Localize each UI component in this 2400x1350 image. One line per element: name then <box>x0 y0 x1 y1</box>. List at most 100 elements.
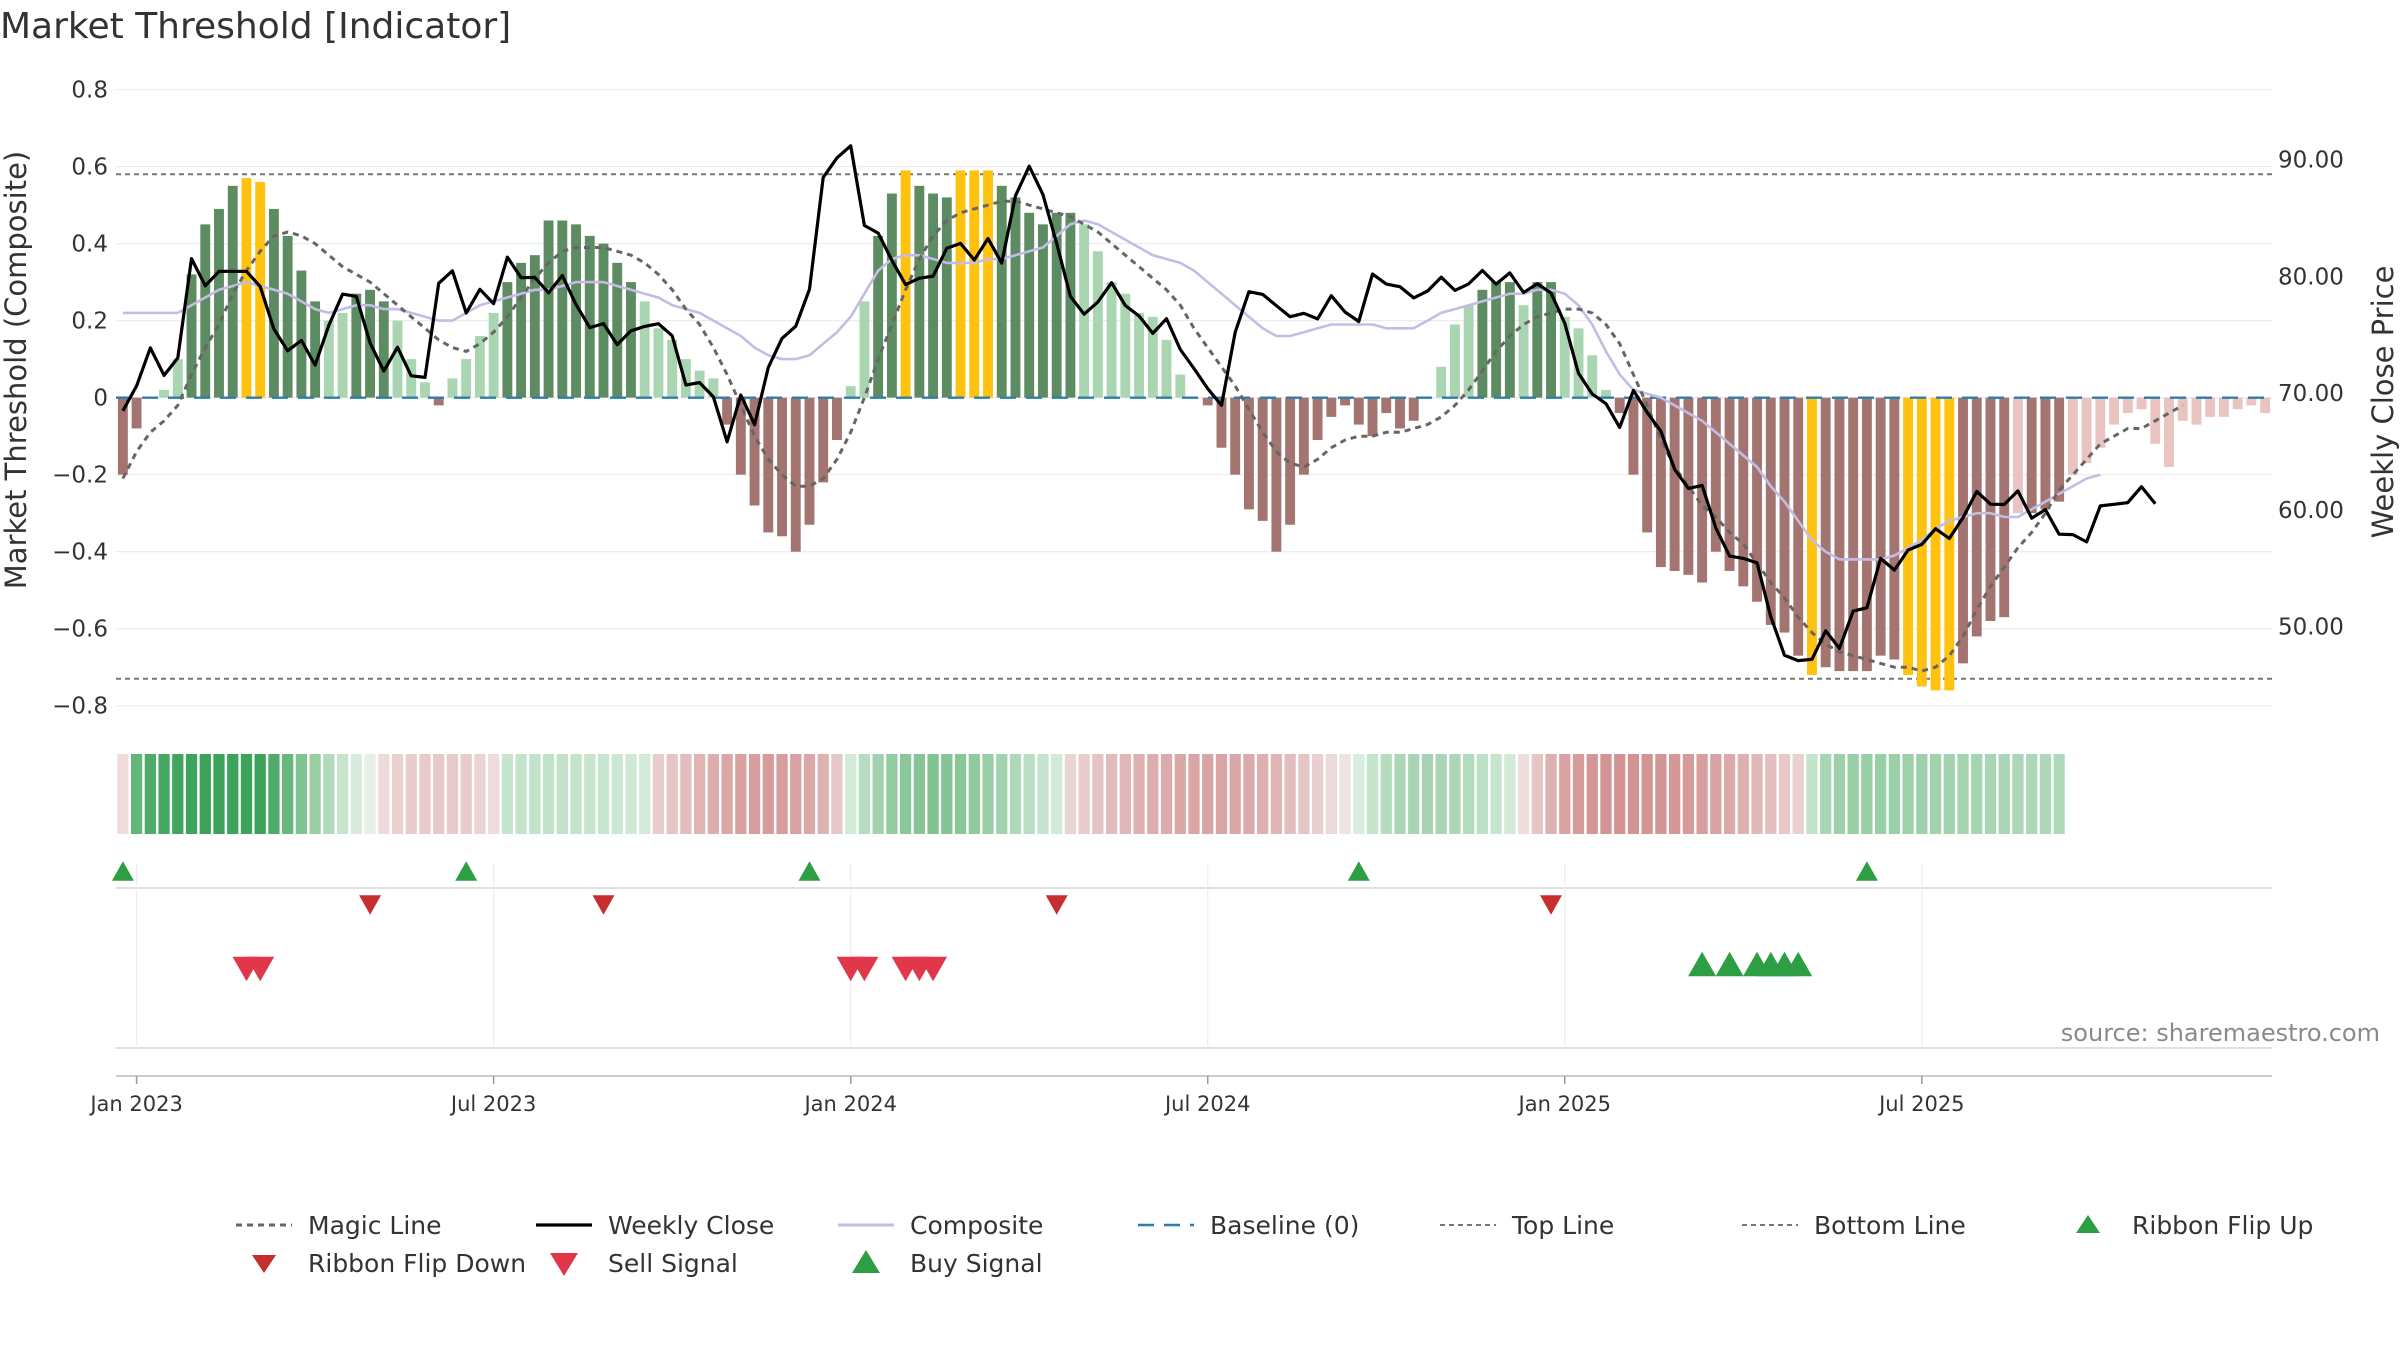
composite-bar <box>1120 293 1131 398</box>
composite-bar <box>1903 397 1914 675</box>
composite-bar <box>186 274 197 398</box>
composite-bar <box>1546 282 1556 398</box>
composite-bar <box>1257 397 1268 521</box>
composite-bar <box>873 235 884 398</box>
composite-bar <box>1134 312 1145 398</box>
composite-bar <box>1161 339 1172 398</box>
composite-bar <box>1601 389 1611 398</box>
ribbon-flip-down-marker <box>359 895 382 915</box>
ribbon-segment <box>240 754 253 834</box>
ribbon-segment <box>1943 754 1955 834</box>
ribbon-segment <box>1641 754 1653 834</box>
composite-bar <box>1504 282 1515 398</box>
legend-label: Bottom Line <box>1814 1211 1966 1240</box>
composite-bar <box>941 197 952 398</box>
ribbon-segment <box>556 754 568 834</box>
composite-bar <box>1175 374 1186 398</box>
ribbon-segment <box>639 754 651 834</box>
ribbon-segment <box>1105 754 1118 834</box>
ribbon-segment <box>364 754 376 834</box>
composite-bar <box>2136 397 2147 410</box>
ribbon-segment <box>1490 754 1502 834</box>
composite-line <box>122 219 2101 561</box>
ribbon-segment <box>913 754 925 834</box>
composite-bar <box>433 397 444 406</box>
ribbon-segment <box>680 754 692 834</box>
ribbon-segment <box>336 754 349 834</box>
composite-bar <box>200 224 211 398</box>
composite-bar <box>1010 197 1021 398</box>
ribbon-segment <box>694 754 706 834</box>
date-tick-label: Jul 2024 <box>1163 1092 1250 1116</box>
ribbon-segment <box>350 754 362 834</box>
ribbon-segment <box>1778 754 1791 834</box>
composite-bar <box>722 397 733 425</box>
ribbon-segment <box>460 754 472 834</box>
composite-bar <box>1326 397 1337 417</box>
ribbon-segment <box>1133 754 1145 834</box>
ribbon-segment <box>941 754 953 834</box>
composite-bar <box>1463 305 1474 398</box>
composite-bar <box>1848 397 1859 672</box>
date-tick-label: Jul 2025 <box>1877 1092 1964 1116</box>
right-tick-label: 70.00 <box>2278 381 2344 407</box>
ribbon-segment <box>1517 754 1530 834</box>
composite-bar <box>1628 397 1639 475</box>
ribbon-segment <box>2012 754 2024 834</box>
ribbon-segment <box>954 754 967 834</box>
ribbon-segment <box>2026 754 2038 834</box>
ribbon-flip-up-marker <box>1347 861 1370 881</box>
ribbon-segment <box>419 754 431 834</box>
ribbon-segment <box>254 754 266 834</box>
composite-bar <box>2081 397 2092 464</box>
composite-bar <box>1958 397 1968 664</box>
composite-bar <box>2054 397 2065 502</box>
composite-bar <box>680 359 691 398</box>
composite-bar <box>571 224 581 398</box>
ribbon-flip-up-marker <box>798 861 821 881</box>
ribbon-segment <box>927 754 939 834</box>
left-tick-label: 0.4 <box>71 232 108 258</box>
composite-bar <box>131 397 142 429</box>
legend-item-flipup: Ribbon Flip Up <box>2076 1211 2313 1240</box>
composite-bar <box>639 301 650 398</box>
ribbon-segment <box>1902 754 1914 834</box>
ribbon-segment <box>1147 754 1159 834</box>
ribbon-segment <box>1861 754 1873 834</box>
composite-bar <box>1793 397 1804 656</box>
ribbon-segment <box>1408 754 1420 834</box>
ribbon-segment <box>1325 754 1337 834</box>
ribbon-segment <box>625 754 637 834</box>
legend-label: Ribbon Flip Up <box>2132 1211 2313 1240</box>
ribbon-segment <box>1614 754 1626 834</box>
composite-bar <box>928 193 939 398</box>
composite-bar <box>1834 397 1845 672</box>
left-tick-label: −0.4 <box>52 540 108 566</box>
composite-bar <box>859 301 870 398</box>
composite-bar <box>529 255 540 398</box>
ribbon-segment <box>1298 754 1310 834</box>
composite-bar <box>2013 397 2023 514</box>
composite-bar <box>159 389 170 398</box>
ribbon-segment <box>1874 754 1887 834</box>
ribbon-segment <box>1723 754 1736 834</box>
legend-item-sell: Sell Signal <box>550 1249 738 1278</box>
main-panel: 0.8 0.6 0.4 0.2 0 −0.2 −0.4 −0.6 −0.8 90.00 80.00… <box>52 78 2344 720</box>
composite-bar <box>1106 282 1117 398</box>
ribbon-segment <box>666 754 678 834</box>
composite-bar <box>337 312 348 398</box>
ribbon-segment <box>1765 754 1777 834</box>
sell-signal-marker <box>850 956 879 982</box>
composite-bar <box>406 359 417 398</box>
ribbon-segment <box>858 754 871 834</box>
composite-bar <box>488 312 499 398</box>
ribbon-segment <box>405 754 417 834</box>
composite-bar <box>1216 397 1227 448</box>
composite-bar <box>1381 397 1392 414</box>
composite-bar <box>1642 397 1653 533</box>
left-tick-label: 0 <box>93 386 108 412</box>
ribbon-segment <box>982 754 994 834</box>
ribbon-segment <box>1792 754 1804 834</box>
composite-bar <box>777 397 787 537</box>
ribbon-segment <box>570 754 582 834</box>
